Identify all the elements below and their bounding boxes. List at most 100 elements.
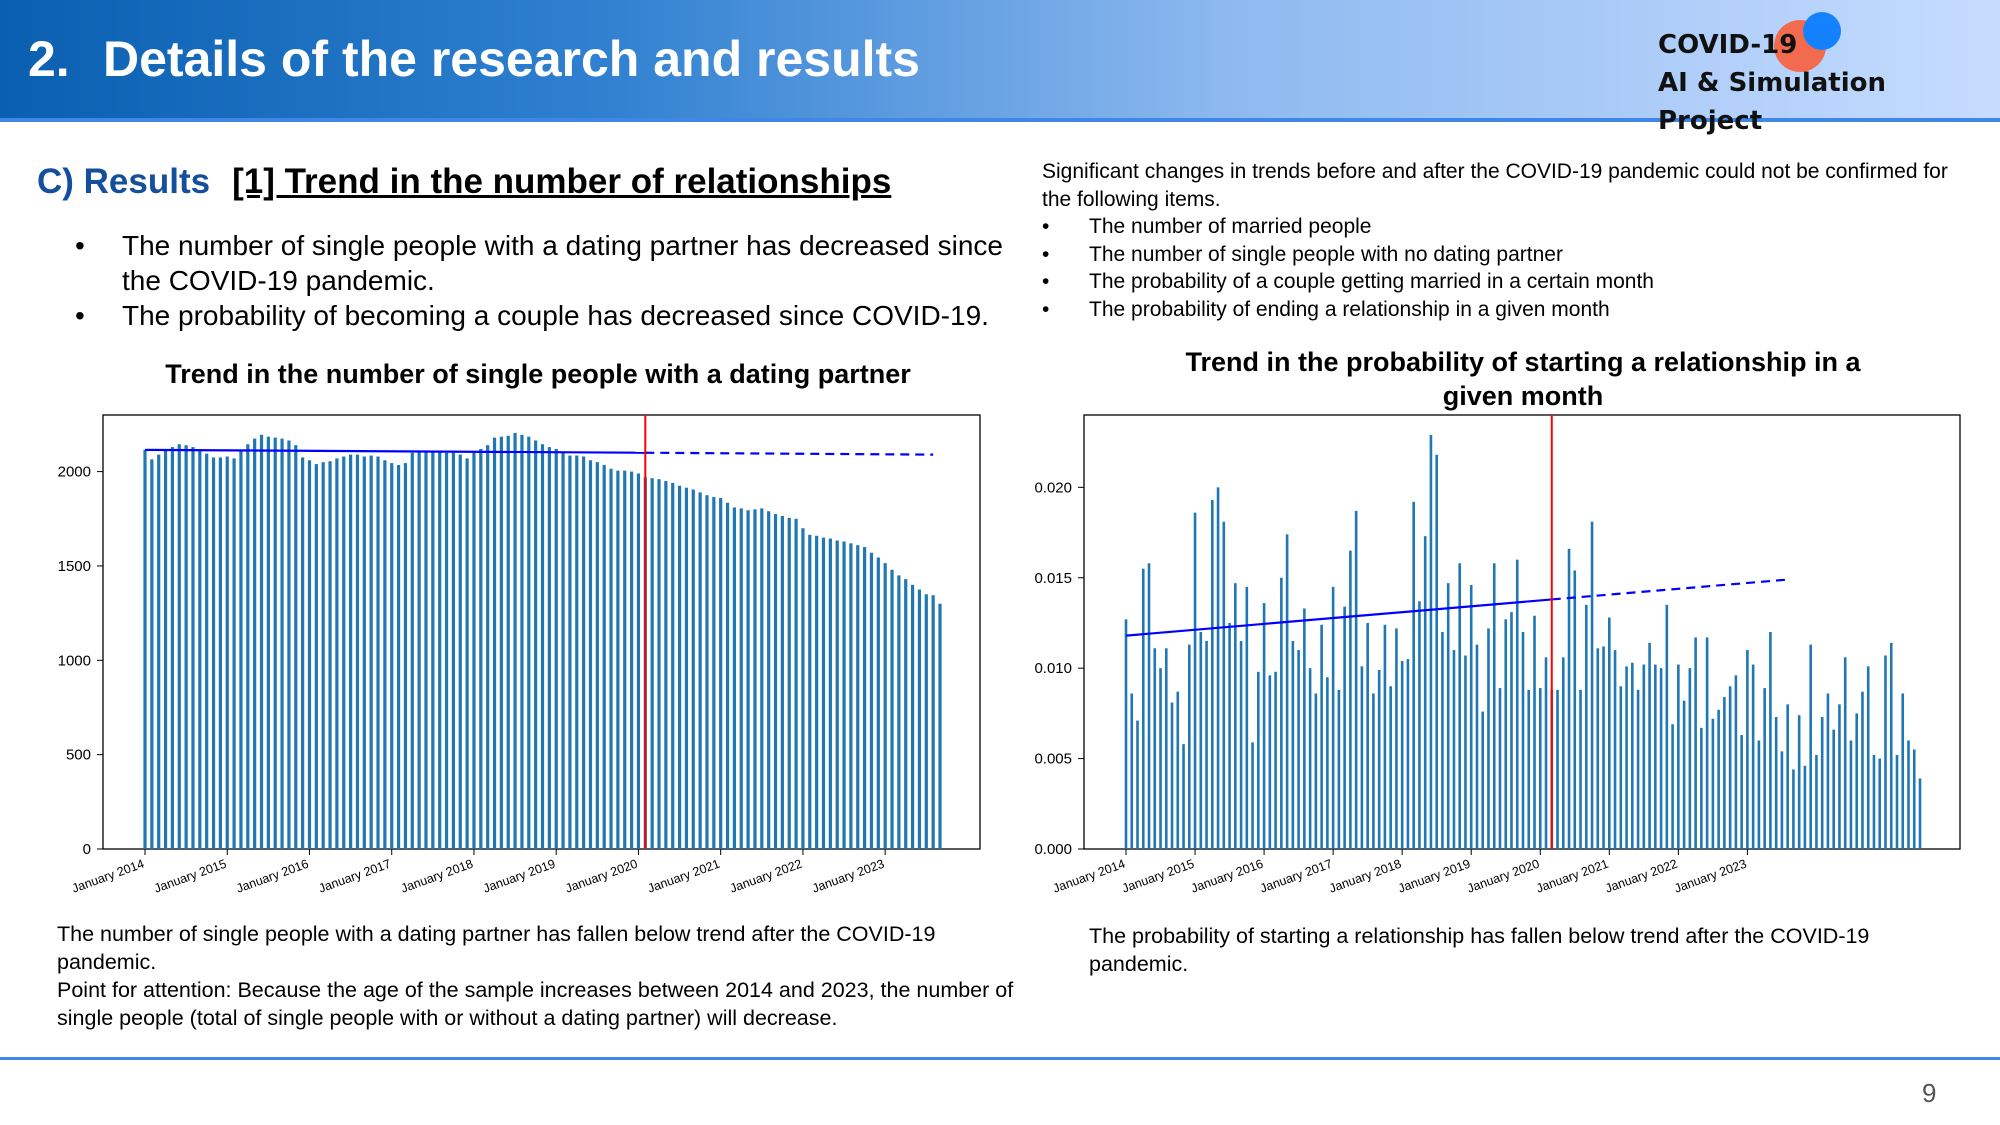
bar	[335, 458, 339, 849]
bar	[1631, 662, 1634, 849]
bar	[143, 449, 147, 849]
bar	[266, 436, 270, 849]
bar	[280, 438, 284, 849]
bar	[773, 514, 778, 849]
bar	[253, 438, 257, 849]
bar	[808, 534, 812, 849]
bar	[828, 538, 832, 849]
bar	[527, 436, 531, 849]
bar	[1757, 740, 1761, 849]
bar	[732, 507, 736, 849]
bar	[403, 463, 408, 849]
y-tick-label: 0.005	[1034, 751, 1072, 768]
bar	[1717, 709, 1720, 849]
bar	[863, 547, 867, 849]
side-note: Significant changes in trends before and…	[1042, 158, 1982, 323]
bar	[1211, 499, 1214, 849]
footer-divider	[0, 1057, 2000, 1060]
project-logo: COVID-19 AI & Simulation Project	[1655, 12, 1985, 136]
bar	[1907, 740, 1910, 849]
bar	[842, 541, 846, 849]
bar	[1556, 689, 1559, 849]
bar	[472, 452, 476, 849]
bar	[513, 432, 517, 849]
bar	[1343, 606, 1346, 849]
bar	[1337, 689, 1341, 849]
bar	[314, 464, 318, 849]
bar	[492, 437, 497, 849]
bar	[1590, 521, 1594, 849]
bar	[1205, 641, 1208, 849]
bar	[650, 478, 654, 849]
bar	[1280, 577, 1283, 849]
bar	[1723, 697, 1726, 849]
bar	[801, 528, 805, 849]
bar	[794, 518, 798, 849]
bar	[602, 465, 606, 849]
bar	[712, 497, 716, 849]
bar	[1515, 559, 1519, 849]
bar	[1498, 688, 1502, 849]
bar	[924, 594, 928, 849]
bar	[1705, 637, 1709, 849]
bar	[657, 479, 661, 849]
bar	[239, 450, 243, 849]
bar	[157, 454, 161, 849]
bar	[1193, 512, 1197, 849]
bar	[383, 460, 387, 849]
bar	[575, 455, 579, 849]
header-divider	[0, 118, 2000, 122]
bar	[273, 437, 277, 849]
bar	[1815, 754, 1818, 849]
bar	[1234, 583, 1237, 849]
bar	[1878, 758, 1882, 849]
bar	[705, 495, 709, 849]
left-chart-caption: The number of single people with a datin…	[57, 920, 1017, 1032]
bar	[1326, 677, 1329, 849]
bar	[1164, 648, 1168, 849]
bar	[1866, 666, 1870, 849]
bar	[1746, 650, 1749, 849]
bar	[1452, 650, 1456, 849]
bar	[910, 584, 915, 849]
x-tick-label: January 2015	[1120, 857, 1196, 896]
bar	[1849, 740, 1853, 849]
bar	[1602, 646, 1605, 849]
bar	[1728, 686, 1732, 849]
finding-item: The number of single people with a datin…	[75, 228, 1035, 298]
side-note-intro: Significant changes in trends before and…	[1042, 160, 1948, 211]
bar	[904, 579, 908, 849]
bar	[438, 451, 442, 849]
bar	[1377, 669, 1381, 849]
bar	[1360, 666, 1364, 849]
finding-item: The probability of becoming a couple has…	[75, 298, 1035, 333]
bar	[1245, 586, 1249, 849]
bar	[424, 450, 428, 849]
bar	[1389, 686, 1392, 849]
bar	[1895, 754, 1899, 849]
bar	[1464, 655, 1467, 849]
bar	[1538, 688, 1542, 849]
bar	[390, 463, 394, 849]
bar	[205, 453, 209, 849]
bar	[1406, 659, 1410, 849]
y-tick-label: 1000	[58, 652, 91, 669]
bar	[616, 470, 620, 849]
bar	[1648, 642, 1651, 849]
bar	[321, 462, 325, 849]
bar	[1510, 612, 1513, 849]
bar	[355, 454, 360, 849]
x-tick-label: January 2016	[1189, 857, 1265, 896]
bar	[163, 450, 168, 849]
bar	[1423, 536, 1427, 849]
bar	[1303, 608, 1306, 849]
bar	[369, 455, 373, 849]
bar	[1458, 563, 1462, 849]
bar	[506, 435, 510, 849]
right-chart-title: Trend in the probability of starting a r…	[1185, 347, 1861, 411]
bar	[671, 482, 675, 849]
bar	[623, 470, 627, 849]
bar	[725, 502, 730, 849]
bar	[1654, 664, 1657, 849]
bar	[362, 456, 366, 849]
